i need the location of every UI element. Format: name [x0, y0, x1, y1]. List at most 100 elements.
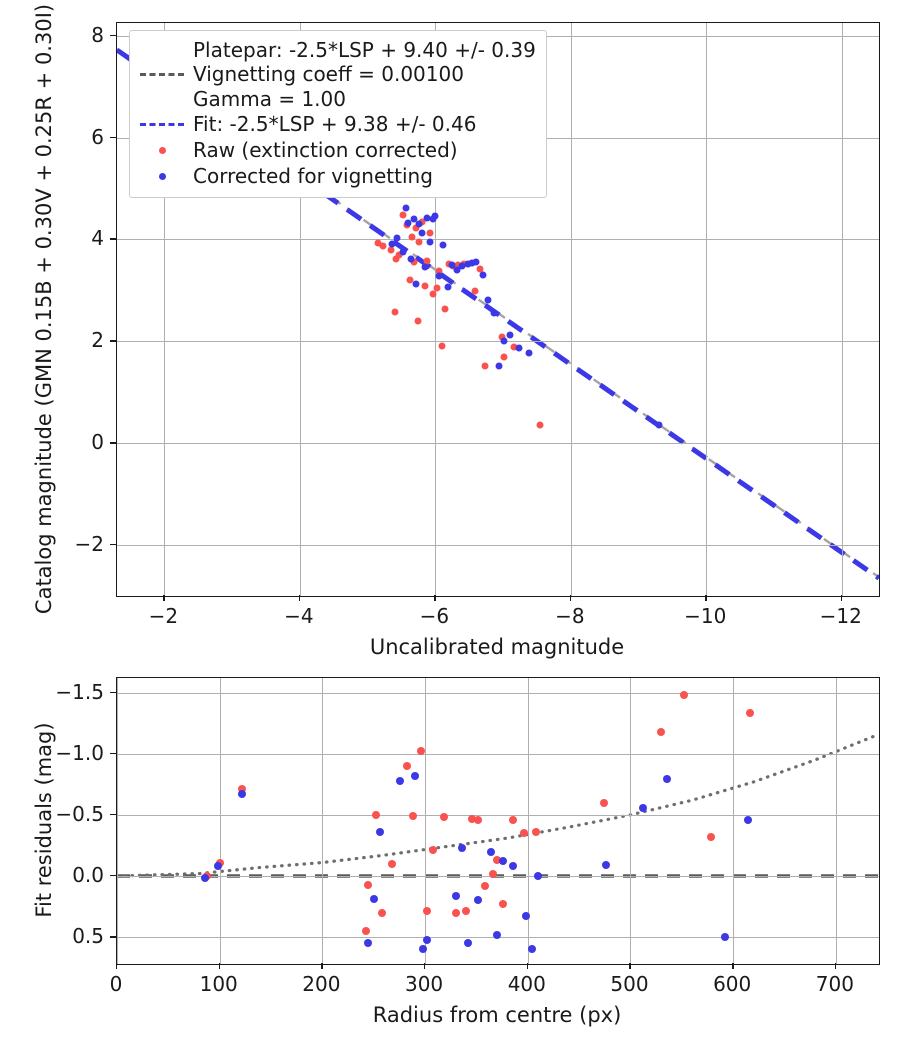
- raw-data-point: [392, 255, 400, 263]
- x-tick: [732, 963, 734, 969]
- x-gridline: [322, 678, 324, 964]
- raw-data-point: [377, 908, 386, 917]
- raw-data-point: [363, 880, 372, 889]
- raw-data-point: [519, 829, 528, 838]
- raw-data-point: [706, 832, 715, 841]
- raw-data-point: [657, 727, 666, 736]
- x-tick: [705, 595, 707, 601]
- raw-data-point: [387, 246, 395, 254]
- raw-data-point: [433, 284, 441, 292]
- x-tick-label: 500: [610, 972, 649, 996]
- x-gridline: [164, 23, 166, 596]
- corrected-data-point: [451, 891, 460, 900]
- corrected-data-point: [638, 803, 647, 812]
- x-tick-label: −4: [284, 604, 314, 628]
- y-gridline: [117, 814, 879, 816]
- corrected-data-point: [423, 214, 431, 222]
- residual-curve-layer: [117, 732, 879, 878]
- x-tick: [434, 595, 436, 601]
- y-gridline: [117, 545, 879, 547]
- x-tick: [834, 963, 837, 969]
- raw-data-point: [406, 276, 414, 284]
- legend-row-raw: Raw (extinction corrected): [139, 137, 536, 163]
- corrected-data-point: [472, 258, 480, 266]
- corrected-data-point: [402, 204, 410, 212]
- corrected-data-point: [431, 212, 439, 220]
- legend-handle-platepar: [139, 73, 185, 77]
- red-dot-icon: [158, 146, 166, 154]
- raw-data-point: [451, 908, 460, 917]
- x-tick: [163, 595, 165, 601]
- corrected-data-point: [419, 945, 428, 954]
- raw-data-point: [408, 233, 416, 241]
- corrected-data-point: [490, 309, 498, 317]
- corrected-data-point: [369, 895, 378, 904]
- residuals-plot-area: [117, 678, 879, 964]
- y-gridline: [117, 341, 879, 343]
- y-axis-title: Catalog magnitude (GMN 0.15B + 0.30V + 0…: [32, 3, 56, 614]
- y-tick-label: 0.0: [72, 863, 104, 887]
- x-tick: [840, 595, 843, 601]
- x-gridline: [630, 678, 632, 964]
- raw-data-point: [474, 815, 483, 824]
- raw-data-point: [395, 251, 403, 259]
- y-gridline: [117, 443, 879, 445]
- corrected-data-point: [499, 857, 508, 866]
- x-tick: [218, 963, 221, 969]
- y-gridline: [117, 692, 879, 694]
- corrected-data-point: [418, 229, 426, 237]
- raw-data-point: [423, 907, 432, 916]
- raw-data-point: [510, 343, 518, 351]
- x-gridline: [219, 678, 221, 964]
- raw-data-point: [471, 287, 479, 295]
- x-tick: [526, 963, 529, 969]
- legend-label-corrected: Corrected for vignetting: [193, 163, 433, 188]
- y-gridline: [117, 876, 879, 877]
- y-tick-label: 8: [91, 22, 104, 47]
- y-gridline: [117, 753, 879, 755]
- corrected-data-point: [527, 945, 536, 954]
- raw-data-point: [476, 265, 484, 273]
- corrected-data-point: [201, 874, 210, 883]
- x-tick-label: 300: [404, 972, 444, 996]
- corrected-data-point: [444, 283, 452, 291]
- raw-data-point: [492, 856, 501, 865]
- corrected-data-point: [363, 939, 372, 948]
- legend-label-fit: Fit: -2.5*LSP + 9.38 +/- 0.46: [193, 111, 477, 136]
- x-tick: [424, 963, 426, 969]
- x-gridline: [841, 23, 843, 596]
- raw-data-point: [481, 362, 489, 370]
- corrected-data-point: [500, 337, 508, 345]
- y-tick-label: 0.5: [72, 924, 104, 949]
- raw-data-point: [426, 229, 434, 237]
- raw-data-point: [414, 317, 422, 325]
- y-tick-label: 4: [91, 226, 104, 251]
- x-tick-label: 100: [199, 972, 238, 996]
- corrected-data-point: [439, 241, 447, 249]
- x-tick: [321, 963, 323, 969]
- raw-data-point: [599, 798, 608, 807]
- corrected-data-point: [468, 259, 476, 267]
- legend-platepar-line2: Vignetting coeff = 0.00100: [193, 62, 464, 87]
- y-tick-label: 6: [91, 124, 104, 149]
- y-gridline: [117, 239, 879, 241]
- raw-data-point: [499, 900, 508, 909]
- legend-row-fit: Fit: -2.5*LSP + 9.38 +/- 0.46: [139, 111, 536, 137]
- raw-data-point: [441, 305, 449, 313]
- corrected-data-point: [396, 776, 405, 785]
- x-gridline: [835, 678, 837, 964]
- raw-data-point: [498, 333, 506, 341]
- legend-platepar-line3: Gamma = 1.00: [193, 86, 346, 111]
- corrected-data-point: [412, 280, 420, 288]
- x-gridline: [706, 23, 708, 596]
- legend-handle-corrected: [139, 172, 185, 180]
- x-tick-label: 400: [507, 972, 546, 996]
- y-tick-label: −1.5: [55, 679, 104, 704]
- raw-data-point: [421, 282, 428, 290]
- raw-data-point: [531, 828, 540, 836]
- y-tick: [110, 544, 116, 546]
- corrected-data-point: [423, 935, 432, 944]
- raw-data-point: [423, 257, 431, 265]
- x-tick-label: −6: [419, 604, 450, 628]
